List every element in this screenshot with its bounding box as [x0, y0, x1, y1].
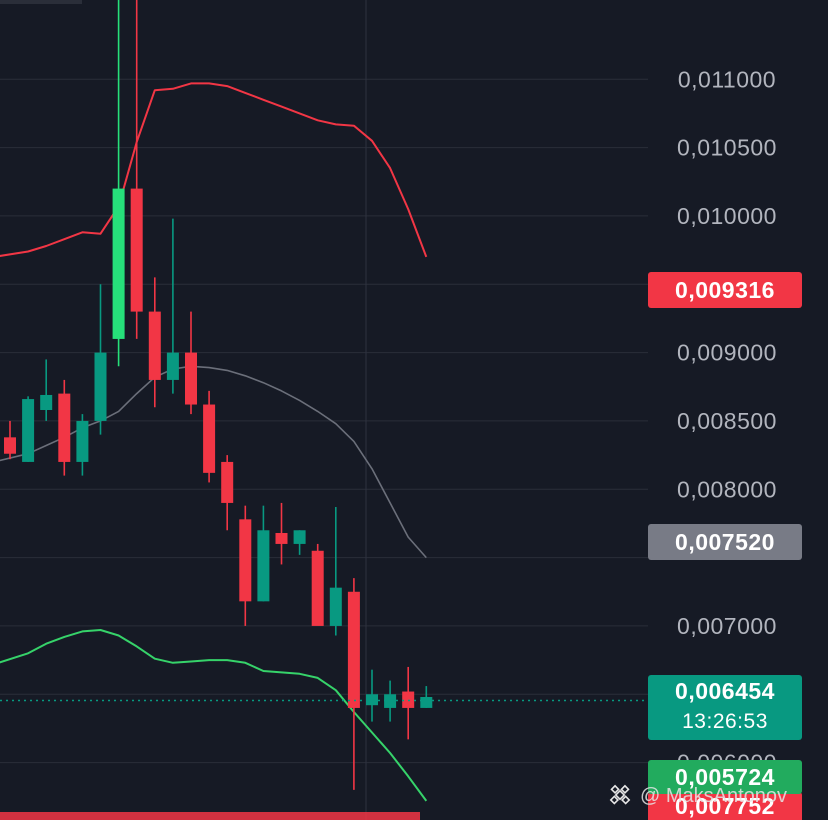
upper-band-label-text: 0,009316 [675, 277, 775, 303]
candle [293, 530, 306, 555]
y-tick-label: 0,010500 [677, 135, 777, 161]
candle-body [4, 437, 16, 454]
current-price-text: 0,006454 [675, 678, 775, 704]
candle [221, 455, 234, 531]
middle-band-price-label: 0,007520 [648, 524, 802, 560]
candle-body [311, 550, 324, 626]
candle [366, 669, 378, 722]
candle-body [347, 591, 360, 708]
watermark: @ MaksAntonov [609, 784, 787, 807]
candle-body [293, 530, 306, 544]
candle [58, 379, 71, 476]
candle [112, 0, 125, 367]
y-tick-label: 0,011000 [678, 66, 776, 92]
current-price-label: 0,006454 13:26:53 [648, 675, 802, 740]
candle [329, 507, 342, 636]
bottom-partial-price-label: 0,007752 [648, 792, 802, 820]
candle-body [185, 352, 197, 405]
candle-body [257, 530, 270, 602]
upper-band-price-label: 0,009316 [648, 272, 802, 308]
candle [166, 218, 179, 394]
y-tick-label: 0,009000 [677, 340, 777, 366]
watermark-text: @ MaksAntonov [640, 785, 787, 807]
candle-body [402, 691, 415, 708]
candle [420, 686, 433, 708]
candle [275, 502, 288, 565]
candle-body [166, 352, 179, 380]
y-tick-label: 0,010000 [677, 203, 777, 229]
candle [347, 578, 360, 790]
lower-band-label-bg [648, 760, 802, 794]
upper-band-label-bg [648, 272, 802, 308]
lower-band-line [0, 629, 428, 802]
y-tick-label: 0,008000 [677, 476, 777, 502]
candle [239, 505, 252, 626]
candle-body [148, 311, 161, 380]
candle [402, 666, 415, 740]
candle-body [40, 394, 53, 410]
y-tick-label: 0,007000 [677, 613, 777, 639]
candle-body [76, 420, 89, 462]
candle-body [130, 188, 143, 312]
y-tick-label: 0,008500 [677, 408, 777, 434]
candle [4, 420, 16, 460]
grid-lines [0, 78, 648, 764]
candle [311, 543, 324, 626]
candle-body [112, 188, 125, 339]
candle-body [221, 461, 234, 503]
top-left-marker [0, 0, 82, 4]
upper-band-line [0, 82, 428, 258]
candle [94, 284, 107, 435]
middle-band-label-text: 0,007520 [675, 529, 775, 555]
bottom-partial-label-bg [648, 792, 802, 820]
candle-body [94, 352, 107, 421]
candle [257, 505, 270, 602]
lower-band-price-label: 0,005724 [648, 760, 802, 794]
candle-body [58, 393, 71, 462]
candle-body [22, 399, 35, 462]
candle-body [366, 694, 378, 706]
current-price-label-bg [648, 675, 802, 740]
candle [203, 390, 216, 483]
candle [22, 396, 35, 462]
candle [76, 414, 89, 476]
candle-body [420, 697, 433, 708]
candle [130, 0, 143, 339]
bottom-partial-label-text: 0,007752 [675, 793, 775, 819]
candle [185, 311, 197, 415]
candle-body [239, 519, 252, 602]
candle-body [329, 587, 342, 626]
candle-body [275, 533, 288, 544]
candle-body [203, 404, 216, 473]
candle [148, 277, 161, 408]
candle-countdown-text: 13:26:53 [682, 710, 768, 733]
middle-band-label-bg [648, 524, 802, 560]
lower-band-label-text: 0,005724 [675, 764, 775, 790]
candlesticks [4, 0, 433, 790]
bottom-volume-bar [0, 812, 420, 820]
binance-logo-icon [609, 784, 631, 805]
candle [40, 359, 53, 421]
